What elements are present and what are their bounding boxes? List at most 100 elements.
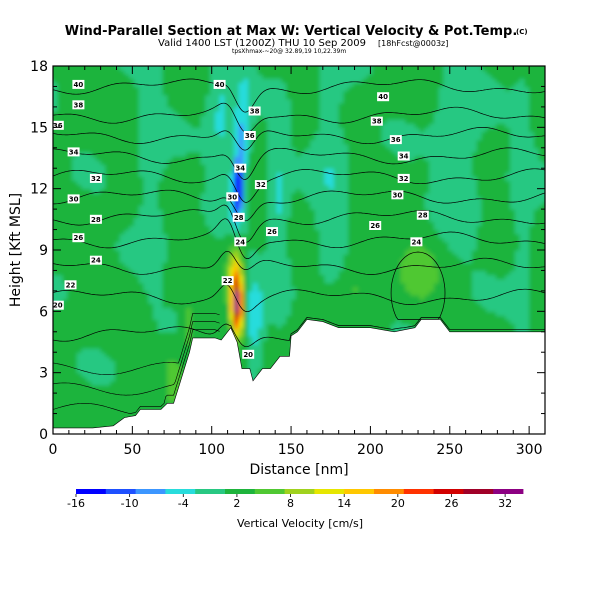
- x-tick-label: 0: [49, 442, 58, 458]
- contour-label: 38: [250, 108, 260, 116]
- contour-label-bg: [397, 173, 410, 183]
- contour-label-bg: [410, 237, 423, 247]
- colorbar-swatch: [105, 489, 136, 494]
- colorbar-tick-label: -4: [178, 497, 189, 510]
- colorbar-tick-label: 20: [391, 497, 405, 510]
- theta-contour-32: [53, 168, 545, 203]
- contour-label: 24: [235, 238, 245, 246]
- colorbar-swatch: [433, 489, 464, 494]
- contour-label-bg: [53, 300, 64, 310]
- contour-label-bg: [391, 190, 404, 200]
- contour-label-bg: [226, 192, 239, 202]
- theta-contour-34: [53, 147, 545, 180]
- colorbar-swatch: [374, 489, 405, 494]
- contour-label-bg: [254, 180, 267, 190]
- contour-label-bg: [377, 92, 390, 102]
- theta-contour-40: [53, 78, 545, 113]
- colorbar-swatch: [165, 489, 196, 494]
- colorbar-tick-label: 2: [233, 497, 240, 510]
- theta-contour-low: [53, 329, 220, 414]
- colorbar-tick-label: -16: [67, 497, 85, 510]
- theta-contour-low: [53, 313, 220, 375]
- theta-contour-28: [53, 204, 545, 243]
- contour-label: 22: [223, 277, 233, 285]
- contour-label: 40: [74, 81, 84, 89]
- y-tick-label: 18: [30, 59, 48, 75]
- title-mark: (C): [516, 28, 528, 36]
- x-axis-label: Distance [nm]: [249, 462, 348, 478]
- contour-label: 34: [69, 148, 79, 156]
- contour-label: 38: [74, 101, 84, 109]
- contour-label-bg: [416, 210, 429, 220]
- theta-contour-low: [53, 321, 220, 396]
- colorbar-swatch: [284, 489, 315, 494]
- contour-labels: 40 40 40 38 38 38 36 36 36 34 34 34 32 32 32 30 30 30 28 28…: [53, 79, 429, 359]
- contour-label: 36: [245, 132, 255, 140]
- colorbar-swatch: [225, 489, 256, 494]
- colorbar-swatch: [254, 489, 285, 494]
- y-tick-label: 6: [39, 304, 48, 320]
- chart-title: Wind-Parallel Section at Max W: Vertical…: [65, 24, 518, 39]
- x-tick-label: 300: [516, 442, 543, 458]
- theta-contour-22: [53, 284, 545, 312]
- colorbar-swatch: [76, 489, 107, 494]
- y-tick-label: 12: [30, 182, 48, 198]
- theta-contour-36: [53, 127, 545, 151]
- contour-label-bg: [53, 120, 64, 130]
- contour-label: 28: [418, 212, 428, 220]
- contour-label-bg: [243, 131, 256, 140]
- contour-label-bg: [370, 116, 383, 126]
- theta-contour-26: [53, 218, 545, 259]
- contour-label-bg: [248, 106, 261, 116]
- contour-label-bg: [232, 212, 245, 222]
- colorbar-swatch: [403, 489, 434, 494]
- contour-label: 30: [69, 195, 79, 203]
- colorbar-tick-label: 14: [337, 497, 351, 510]
- contour-label: 32: [399, 175, 409, 183]
- colorbar-swatch: [493, 489, 524, 494]
- contour-label-bg: [242, 349, 255, 359]
- contour-label-bg: [64, 280, 77, 290]
- contour-label-bg: [397, 151, 410, 161]
- contour-label: 40: [378, 93, 388, 101]
- contour-label: 24: [91, 257, 101, 265]
- contour-label: 32: [91, 175, 101, 183]
- contour-label-bg: [221, 276, 234, 286]
- contour-label: 20: [53, 302, 63, 310]
- contour-label-bg: [89, 214, 102, 224]
- colorbar-tick-label: 8: [287, 497, 294, 510]
- contour-label-bg: [72, 100, 85, 110]
- y-tick-label: 0: [39, 427, 48, 443]
- colorbar-tick-label: 26: [444, 497, 458, 510]
- y-tick-label: 3: [39, 366, 48, 382]
- contour-label: 24: [412, 238, 422, 246]
- colorbar-swatch: [344, 489, 375, 494]
- contour-label-bg: [72, 79, 85, 89]
- contour-label: 22: [66, 281, 76, 289]
- theta-contours: [53, 78, 545, 414]
- contour-label: 30: [227, 193, 237, 201]
- theta-contour-20: [53, 317, 545, 348]
- y-tick-label: 9: [39, 243, 48, 259]
- contour-label-bg: [234, 237, 247, 247]
- contour-label: 26: [74, 234, 84, 242]
- contour-label: 30: [393, 191, 403, 199]
- colorbar-swatch: [463, 489, 494, 494]
- colorbar-tick-label: 32: [498, 497, 512, 510]
- contour-label-bg: [266, 227, 278, 237]
- x-tick-label: 100: [198, 442, 225, 458]
- contour-label-bg: [369, 221, 382, 230]
- contour-label: 26: [267, 228, 277, 236]
- theta-contour-30: [53, 189, 545, 222]
- theta-contour-38: [53, 102, 545, 134]
- colorbar-swatch: [314, 489, 345, 494]
- contour-label: 38: [372, 118, 382, 126]
- contour-label-bg: [72, 233, 85, 243]
- contour-label: 28: [234, 214, 244, 222]
- contour-label-bg: [67, 194, 80, 204]
- contour-label-bg: [213, 79, 226, 89]
- contour-label: 28: [91, 216, 101, 224]
- contour-label: 26: [370, 222, 380, 230]
